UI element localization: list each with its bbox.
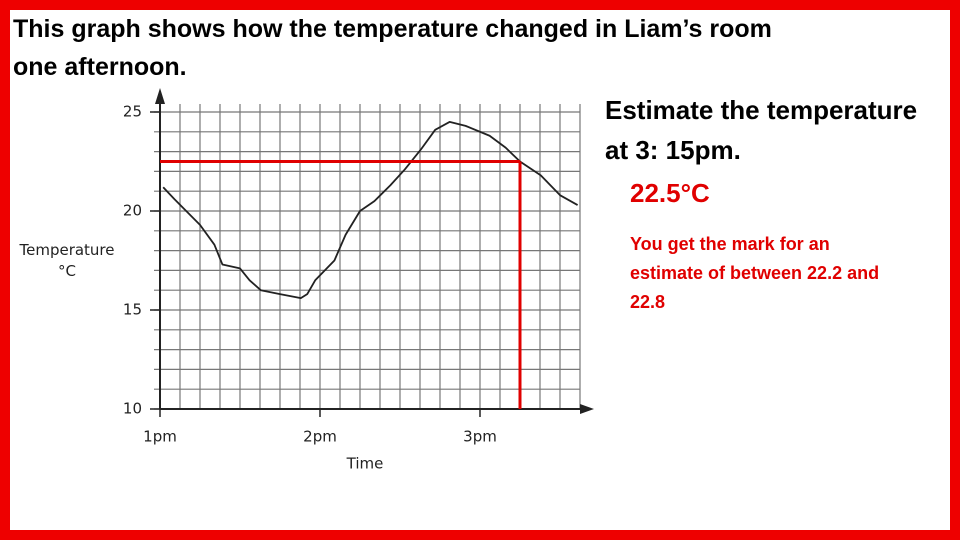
heading: This graph shows how the temperature cha… bbox=[13, 15, 772, 81]
data-line bbox=[162, 121, 579, 300]
y-tick-label: 20 bbox=[123, 202, 142, 220]
answer: 22.5°C bbox=[630, 178, 710, 208]
x-axis-label: Time bbox=[346, 455, 384, 473]
y-axis-label: Temperature °C bbox=[19, 241, 115, 280]
y-tick-label: 25 bbox=[123, 103, 142, 121]
y-tick-label: 10 bbox=[123, 400, 142, 418]
x-tick-label: 3pm bbox=[463, 428, 497, 446]
x-axis-arrow bbox=[580, 404, 594, 414]
x-tick-label: 2pm bbox=[303, 428, 337, 446]
y-tick-label: 15 bbox=[123, 301, 142, 319]
x-tick-label: 1pm bbox=[143, 428, 177, 446]
y-axis-arrow bbox=[155, 88, 165, 104]
note: You get the mark for an estimate of betw… bbox=[630, 234, 880, 312]
question: Estimate the temperature at 3: 15pm. bbox=[605, 95, 918, 165]
